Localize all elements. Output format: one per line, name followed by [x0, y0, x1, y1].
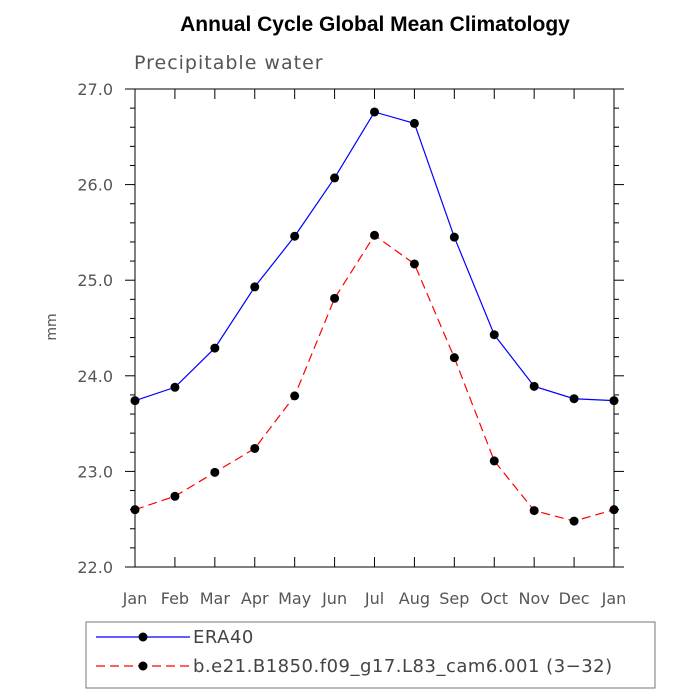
data-point — [170, 382, 180, 392]
data-point — [170, 491, 180, 501]
x-tick-label: Oct — [480, 589, 508, 608]
data-point — [489, 330, 499, 340]
x-tick-label: Aug — [399, 589, 430, 608]
legend-label-model: b.e21.B1850.f09_g17.L83_cam6.001 (3−32) — [193, 656, 613, 677]
x-tick-label: Feb — [161, 589, 189, 608]
data-point — [250, 443, 260, 453]
y-tick-label: 26.0 — [77, 176, 113, 195]
y-axis-label: mm — [44, 313, 60, 340]
data-point — [330, 173, 340, 183]
y-tick-label: 27.0 — [77, 80, 113, 99]
chart-title: Annual Cycle Global Mean Climatology — [180, 13, 570, 36]
data-point — [370, 107, 379, 117]
data-point — [370, 230, 379, 240]
axis-ticks — [125, 88, 624, 568]
x-tick-label: Apr — [241, 589, 269, 608]
data-point — [449, 353, 459, 363]
chart-subtitle: Precipitable water — [134, 52, 324, 74]
data-point — [290, 391, 300, 401]
data-point — [569, 394, 579, 404]
legend-label-era40: ERA40 — [193, 627, 254, 648]
x-tick-labels: Jan Feb Mar Apr May Jun Jul Aug Sep Oct Nov Dec Jan — [122, 589, 627, 608]
data-point — [250, 282, 260, 292]
series-layer — [130, 107, 619, 526]
x-tick-label: Jul — [364, 589, 384, 608]
x-tick-label: May — [278, 589, 311, 608]
data-point — [409, 259, 419, 269]
y-tick-label: 25.0 — [77, 271, 113, 290]
data-point — [290, 231, 300, 241]
y-tick-label: 23.0 — [77, 462, 113, 481]
data-point — [210, 343, 220, 353]
data-point — [210, 467, 220, 477]
data-point — [489, 456, 499, 466]
legend: ERA40 b.e21.B1850.f09_g17.L83_cam6.001 (… — [85, 621, 656, 689]
data-point — [330, 293, 340, 303]
plot-frame — [134, 88, 615, 568]
series-line-0 — [134, 111, 615, 402]
x-tick-label: Dec — [559, 589, 590, 608]
data-point — [449, 232, 459, 242]
data-point — [529, 506, 539, 516]
legend-box — [85, 621, 656, 689]
legend-marker-model — [138, 661, 148, 671]
legend-marker-era40 — [138, 632, 148, 642]
y-tick-label: 22.0 — [77, 558, 113, 577]
x-tick-label: Jan — [122, 589, 148, 608]
data-point — [409, 118, 419, 128]
x-tick-label: Sep — [439, 589, 469, 608]
series-line-1 — [134, 234, 615, 522]
data-point — [529, 381, 539, 391]
x-tick-label: Nov — [519, 589, 550, 608]
y-tick-label: 24.0 — [77, 367, 113, 386]
x-tick-label: Jan — [601, 589, 627, 608]
y-tick-labels: 22.0 23.0 24.0 25.0 26.0 27.0 — [77, 80, 113, 577]
x-tick-label: Jun — [321, 589, 347, 608]
data-point — [569, 516, 579, 526]
x-tick-label: Mar — [200, 589, 231, 608]
